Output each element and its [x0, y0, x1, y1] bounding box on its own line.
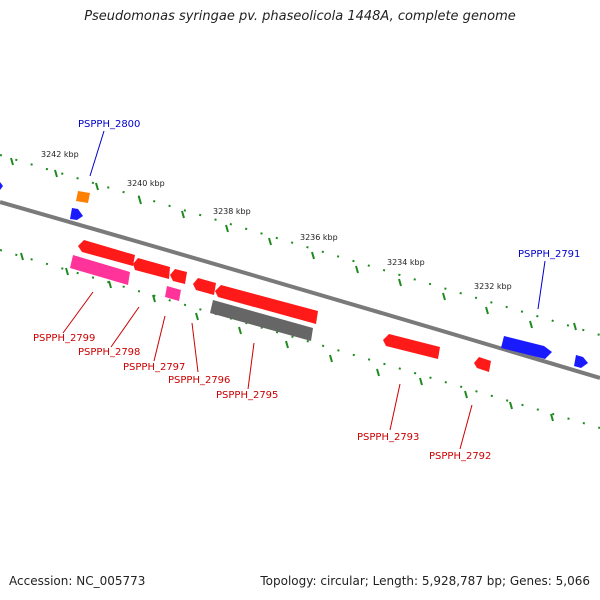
tick-labels: 3242 kbp 3240 kbp 3238 kbp 3236 kbp 3234…	[41, 150, 512, 291]
major-tick	[225, 224, 229, 233]
major-tick	[329, 354, 333, 363]
gene-label-pspph-2796[interactable]: PSPPH_2796	[168, 375, 230, 386]
major-tick	[419, 377, 423, 386]
forward-gene[interactable]	[574, 355, 588, 368]
tick-label: 3236 kbp	[300, 233, 338, 242]
tick-label: 3234 kbp	[387, 258, 425, 267]
rna-gene[interactable]	[76, 191, 90, 203]
accession-text: Accession: NC_005773	[9, 574, 146, 588]
major-tick	[376, 368, 380, 377]
major-tick	[509, 401, 513, 410]
genome-info-text: Topology: circular; Length: 5,928,787 bp…	[260, 574, 590, 588]
gene-labels: PSPPH_2800 PSPPH_2791 PSPPH_2799 PSPPH_2…	[33, 119, 580, 462]
major-tick	[238, 326, 242, 335]
major-tick	[138, 196, 142, 205]
major-tick	[285, 340, 289, 349]
genome-backbone	[0, 200, 600, 380]
major-tick	[573, 322, 577, 331]
pseudo-gene-pspph-2797[interactable]	[165, 286, 181, 301]
major-tick	[398, 278, 402, 287]
major-tick	[485, 306, 489, 315]
outer-tick-ruler	[0, 154, 600, 336]
reverse-gene-pspph-2796[interactable]	[193, 278, 216, 295]
leader-lines	[62, 130, 546, 450]
major-tick	[95, 182, 99, 191]
reverse-gene-pspph-2799[interactable]	[78, 240, 135, 266]
map-title: Pseudomonas syringae pv. phaseolicola 14…	[84, 9, 516, 24]
major-tick	[152, 294, 156, 303]
major-tick	[311, 251, 315, 260]
tick-label: 3238 kbp	[213, 207, 251, 216]
major-tick	[195, 312, 199, 321]
gene-label-pspph-2791[interactable]: PSPPH_2791	[518, 249, 580, 260]
reverse-gene-pspph-2793[interactable]	[383, 334, 440, 359]
gene-label-pspph-2799[interactable]: PSPPH_2799	[33, 333, 95, 344]
gene-label-pspph-2792[interactable]: PSPPH_2792	[429, 451, 491, 462]
gene-label-pspph-2798[interactable]: PSPPH_2798	[78, 347, 140, 358]
major-tick	[268, 237, 272, 246]
major-tick	[464, 390, 468, 399]
major-tick	[20, 252, 24, 261]
gene-label-pspph-2793[interactable]: PSPPH_2793	[357, 432, 419, 443]
gene-label-pspph-2795[interactable]: PSPPH_2795	[216, 390, 278, 401]
major-tick	[550, 413, 554, 422]
other-gene-pspph-2795[interactable]	[210, 300, 313, 341]
major-tick	[529, 320, 533, 329]
reverse-gene-pspph-2798[interactable]	[133, 258, 170, 279]
forward-genes	[0, 182, 588, 368]
reverse-gene-pspph-2795[interactable]	[215, 285, 318, 324]
major-tick	[108, 280, 112, 289]
gene-label-pspph-2800[interactable]: PSPPH_2800	[78, 119, 140, 130]
tick-label: 3242 kbp	[41, 150, 79, 159]
major-tick	[10, 157, 14, 166]
major-tick	[65, 267, 69, 276]
pseudo-gene-pspph-2799[interactable]	[70, 255, 130, 285]
major-tick	[355, 265, 359, 274]
major-tick	[181, 210, 185, 219]
inner-tick-ruler	[0, 249, 600, 429]
tick-label: 3232 kbp	[474, 282, 512, 291]
reverse-gene-pspph-2792[interactable]	[474, 357, 491, 372]
forward-gene[interactable]	[0, 182, 3, 190]
major-tick	[54, 169, 58, 178]
tick-label: 3240 kbp	[127, 179, 165, 188]
major-tick	[442, 292, 446, 301]
reverse-gene-pspph-2797[interactable]	[170, 269, 187, 284]
gene-label-pspph-2797[interactable]: PSPPH_2797	[123, 362, 185, 373]
reverse-genes	[70, 240, 491, 372]
forward-gene-pspph-2791[interactable]	[501, 336, 552, 359]
forward-gene[interactable]	[70, 208, 83, 220]
